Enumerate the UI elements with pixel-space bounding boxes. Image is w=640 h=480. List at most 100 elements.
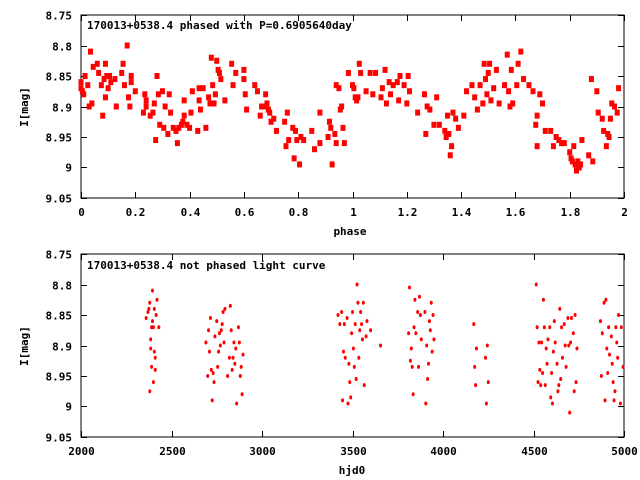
- data-point: [189, 88, 195, 95]
- data-point: [223, 306, 227, 311]
- data-point: [170, 124, 176, 131]
- data-point: [379, 343, 383, 348]
- data-point: [120, 60, 126, 67]
- data-point: [434, 94, 440, 101]
- data-point: [107, 73, 113, 79]
- data-point: [216, 69, 222, 76]
- data-point: [537, 340, 541, 345]
- data-point: [474, 383, 478, 388]
- data-point: [325, 134, 331, 140]
- data-point: [174, 140, 180, 147]
- data-point: [210, 398, 214, 403]
- data-point: [196, 97, 202, 104]
- y-tick-label: 8.9: [52, 341, 72, 354]
- data-point: [241, 352, 245, 357]
- data-point: [481, 60, 487, 67]
- data-point: [181, 112, 187, 119]
- data-point: [337, 106, 343, 113]
- data-point: [552, 319, 556, 324]
- data-point: [219, 328, 223, 333]
- data-point: [545, 361, 549, 366]
- data-point: [358, 69, 364, 76]
- data-point: [617, 313, 621, 317]
- data-point: [514, 82, 520, 89]
- data-point: [550, 370, 554, 375]
- data-point: [157, 325, 161, 330]
- data-point: [436, 121, 442, 128]
- data-point: [560, 355, 564, 360]
- data-point: [595, 109, 601, 116]
- data-point: [152, 349, 156, 354]
- data-point: [616, 355, 620, 360]
- data-point: [102, 60, 108, 67]
- data-point: [82, 73, 88, 79]
- data-point: [477, 82, 483, 89]
- data-point: [540, 100, 546, 107]
- data-point: [555, 361, 559, 366]
- data-point: [211, 370, 215, 375]
- data-point: [88, 48, 94, 55]
- data-point: [367, 69, 373, 76]
- data-point: [618, 401, 622, 406]
- data-point: [540, 340, 544, 345]
- data-point: [349, 395, 353, 400]
- data-point: [487, 60, 493, 67]
- data-point: [544, 346, 548, 351]
- chart-title: 170013+0538.4 phased with P=0.6905640day: [87, 19, 352, 32]
- data-point: [614, 109, 620, 116]
- data-point: [341, 140, 347, 147]
- data-point: [351, 346, 355, 351]
- data-point: [575, 158, 581, 165]
- data-point: [113, 103, 119, 110]
- data-point: [233, 361, 237, 366]
- data-point: [143, 97, 149, 104]
- data-point: [424, 103, 430, 110]
- data-point: [352, 94, 358, 101]
- data-point: [484, 401, 488, 406]
- data-point: [550, 143, 556, 150]
- data-point: [590, 158, 596, 165]
- data-point: [271, 115, 277, 122]
- data-point: [360, 322, 364, 327]
- data-point: [85, 82, 91, 89]
- data-point: [244, 106, 250, 113]
- data-point: [507, 103, 513, 110]
- data-point: [204, 340, 208, 345]
- data-point: [417, 364, 421, 369]
- data-point: [254, 88, 260, 95]
- data-point: [496, 100, 502, 107]
- phased-light-curve-panel: 170013+0538.4 phased with P=0.6905640day…: [18, 10, 628, 239]
- data-point: [559, 140, 565, 147]
- data-point: [442, 127, 448, 134]
- data-point: [364, 334, 368, 339]
- data-point: [329, 161, 335, 168]
- data-point: [352, 364, 356, 369]
- data-point: [558, 306, 562, 311]
- data-point: [353, 322, 357, 327]
- data-point: [412, 325, 416, 330]
- data-point: [408, 358, 412, 363]
- data-point: [401, 82, 407, 89]
- data-point: [94, 60, 100, 67]
- data-point: [612, 398, 616, 403]
- data-point: [567, 149, 573, 156]
- data-point: [397, 73, 403, 79]
- data-point: [309, 127, 315, 134]
- x-tick-label: 1.2: [398, 206, 418, 219]
- data-point: [188, 109, 194, 116]
- data-point: [410, 364, 414, 369]
- data-point: [326, 118, 332, 125]
- data-point: [472, 94, 478, 101]
- data-point: [606, 134, 612, 140]
- x-tick-label: 3500: [340, 445, 367, 458]
- data-point: [336, 313, 340, 317]
- data-point: [419, 337, 423, 342]
- x-tick-label: 2: [621, 206, 628, 219]
- data-point: [150, 319, 154, 324]
- data-point: [231, 355, 235, 360]
- data-point: [549, 395, 553, 400]
- data-point: [603, 143, 609, 150]
- data-point: [423, 130, 429, 137]
- data-point: [152, 306, 156, 311]
- data-point: [142, 91, 148, 98]
